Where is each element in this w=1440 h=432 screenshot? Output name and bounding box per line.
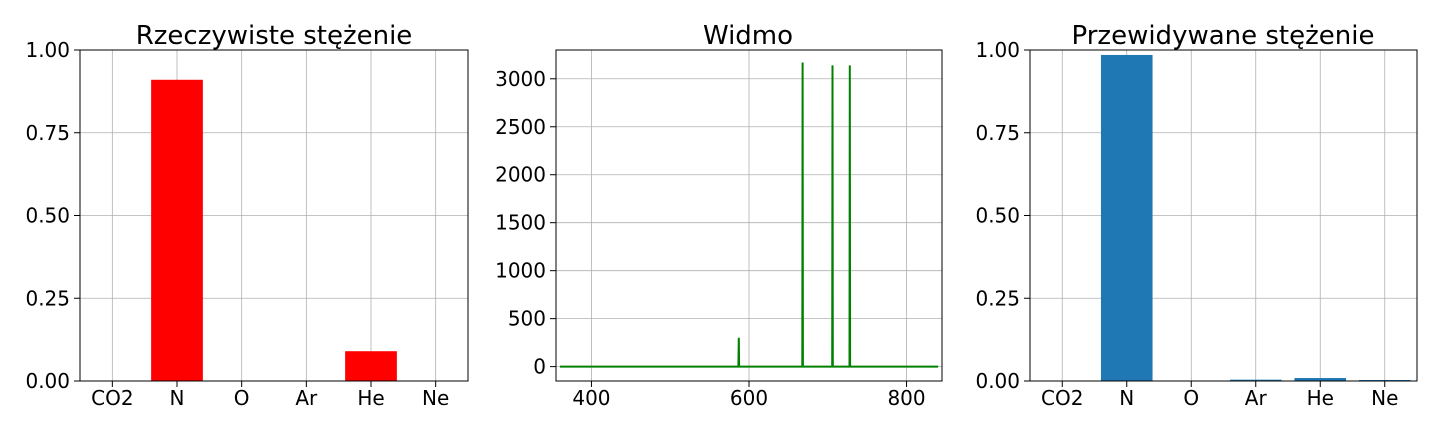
x-tick-label: 400 bbox=[572, 386, 610, 410]
y-tick-label: 3000 bbox=[495, 67, 546, 91]
y-tick-label: 1.00 bbox=[25, 38, 70, 62]
chart-title-actual: Rzeczywiste stężenie bbox=[136, 21, 413, 51]
y-tick-label: 0.75 bbox=[975, 121, 1020, 145]
x-tick-label: Ar bbox=[1245, 386, 1268, 410]
chart-title-spectrum: Widmo bbox=[703, 21, 793, 51]
x-tick-label: Ar bbox=[295, 386, 318, 410]
panel-predicted-concentration: Przewidywane stężenie 0.00 0.25 0.50 0.75 1.… bbox=[975, 21, 1418, 410]
y-tick-label: 0.25 bbox=[25, 286, 70, 310]
y-tick-label: 0.50 bbox=[25, 204, 70, 228]
y-tick-label: 1.00 bbox=[975, 38, 1020, 62]
x-tick-label: CO2 bbox=[1041, 386, 1083, 410]
y-tick-label: 1500 bbox=[495, 211, 546, 235]
y-tick-label: 0.25 bbox=[975, 286, 1020, 310]
x-tick-label: He bbox=[1307, 386, 1334, 410]
x-tick-label: O bbox=[234, 386, 250, 410]
x-tick-label: 800 bbox=[887, 386, 925, 410]
x-tick-label: Ne bbox=[422, 386, 449, 410]
bar-he bbox=[345, 351, 397, 381]
bar-he bbox=[1294, 378, 1347, 381]
plot-frame bbox=[79, 49, 469, 382]
chart-title-predicted: Przewidywane stężenie bbox=[1072, 21, 1375, 51]
y-tick-label: 0.50 bbox=[975, 204, 1020, 228]
x-tick-label: 600 bbox=[730, 386, 768, 410]
y-tick-label: 0.00 bbox=[25, 369, 70, 393]
y-tick-label: 500 bbox=[508, 307, 546, 331]
y-tick-label: 0.00 bbox=[975, 369, 1020, 393]
y-tick-label: 0.75 bbox=[25, 121, 70, 145]
panel-actual-concentration: Rzeczywiste stężenie 0.00 0.25 0.50 0.75 1.0… bbox=[25, 21, 469, 410]
plot-frame bbox=[1029, 49, 1418, 382]
x-tick-label: O bbox=[1183, 386, 1199, 410]
y-tick-label: 1000 bbox=[495, 259, 546, 283]
x-tick-label: N bbox=[1119, 386, 1134, 410]
spectrum-line bbox=[559, 62, 939, 368]
y-tick-label: 0 bbox=[533, 355, 546, 379]
x-tick-label: CO2 bbox=[91, 386, 133, 410]
panel-spectrum: Widmo 0 500 1000 1500 2000 2500 3000 400 600 800 bbox=[495, 21, 943, 410]
x-tick-label: N bbox=[170, 386, 185, 410]
bar-ar bbox=[1229, 379, 1282, 381]
plot-frame bbox=[555, 49, 943, 382]
x-tick-label: Ne bbox=[1371, 386, 1398, 410]
y-tick-label: 2000 bbox=[495, 163, 546, 187]
y-tick-label: 2500 bbox=[495, 115, 546, 139]
x-tick-label: He bbox=[357, 386, 384, 410]
bar-n bbox=[1100, 54, 1153, 382]
bar-n bbox=[151, 79, 203, 381]
